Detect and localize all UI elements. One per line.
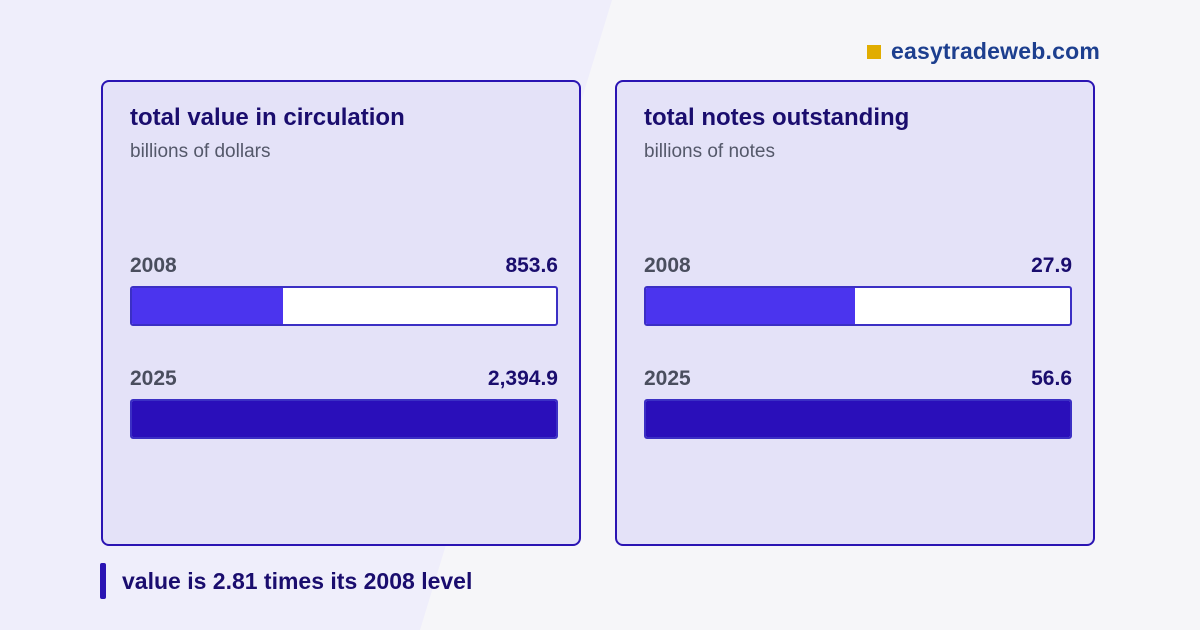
value-circulation-card: total value in circulation billions of d… [101,80,581,546]
brand: easytradeweb.com [866,38,1100,65]
value-label: 56.6 [1031,367,1072,390]
value-label: 27.9 [1031,254,1072,277]
footnote-text: value is 2.81 times its 2008 level [122,567,473,594]
bar-track [130,399,558,439]
footnote: value is 2.81 times its 2008 level [100,563,472,599]
bar-fill-2008 [132,288,284,324]
card-title: total notes outstanding [644,104,910,131]
notes-outstanding-card: total notes outstanding billions of note… [615,80,1095,546]
bar-track [130,286,558,326]
bar-fill-2008 [646,288,855,324]
brand-name: easytradeweb.com [890,38,1100,64]
footnote-accent-bar [100,563,106,599]
year-label: 2025 [644,367,691,390]
brand-square-icon [866,44,881,59]
card-subtitle: billions of dollars [130,141,271,162]
year-label: 2008 [130,254,177,277]
bar-track [644,286,1072,326]
bar-track [644,399,1072,439]
year-label: 2008 [644,254,691,277]
year-label: 2025 [130,367,177,390]
bar-fill-2025 [132,401,556,437]
bar-fill-2025 [646,401,1070,437]
card-subtitle: billions of notes [644,141,775,162]
value-label: 853.6 [505,254,558,277]
value-label: 2,394.9 [487,367,558,390]
card-title: total value in circulation [130,104,405,131]
